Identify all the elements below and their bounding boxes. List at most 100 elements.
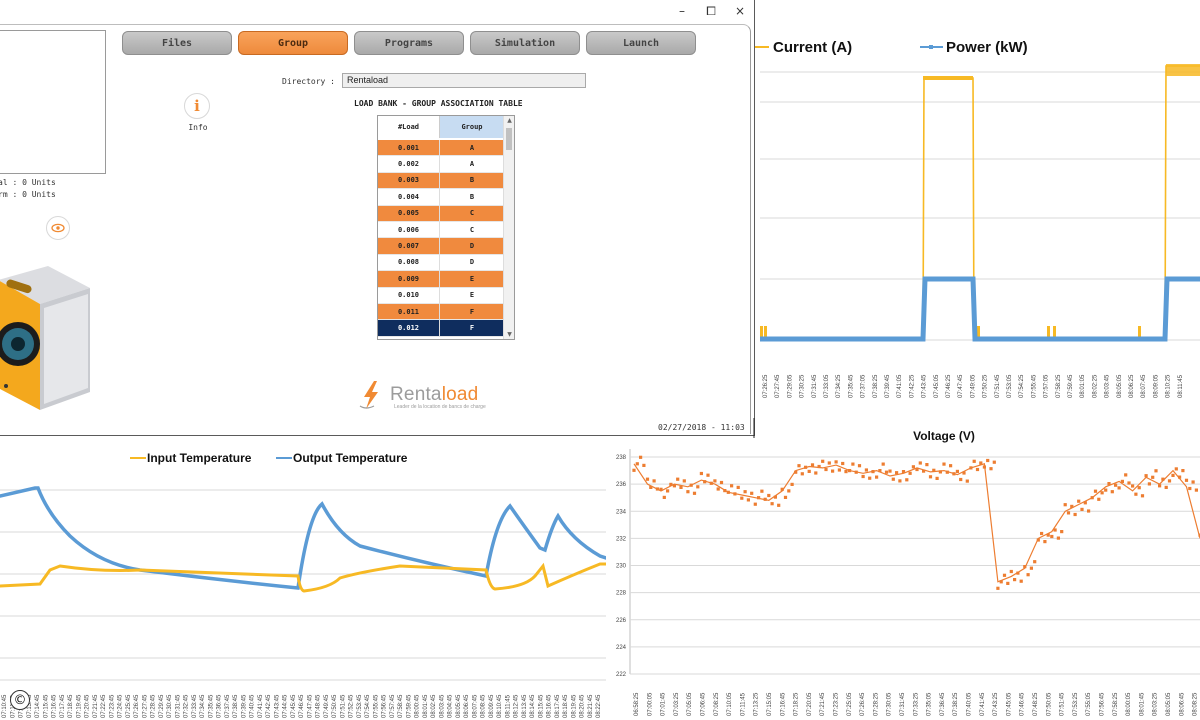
voltage-point bbox=[861, 474, 865, 479]
table-row[interactable]: 0.008 D bbox=[378, 254, 504, 272]
table-row[interactable]: 0.010 E bbox=[378, 287, 504, 304]
scroll-up-icon[interactable]: ▲ bbox=[507, 117, 512, 124]
x-tick-label: 07:58:25 bbox=[1113, 692, 1119, 716]
voltage-point bbox=[1178, 475, 1182, 479]
voltage-point bbox=[959, 477, 963, 482]
x-tick-label: 07:31:45 bbox=[812, 374, 818, 398]
table-row[interactable]: 0.001 A bbox=[378, 140, 504, 157]
voltage-point bbox=[780, 487, 784, 491]
tab-simulation[interactable]: Simulation bbox=[470, 31, 580, 55]
voltage-point bbox=[794, 470, 798, 474]
x-tick-label: 07:30:25 bbox=[800, 374, 806, 398]
x-tick-label: 07:59:45 bbox=[1068, 374, 1074, 398]
voltage-point bbox=[992, 460, 996, 464]
x-tick-label: 08:00:05 bbox=[1126, 692, 1132, 716]
group-cell: B bbox=[440, 189, 504, 206]
voltage-point bbox=[696, 485, 700, 489]
table-row[interactable]: 0.003 B bbox=[378, 172, 504, 190]
voltage-point bbox=[922, 469, 926, 473]
voltage-point bbox=[709, 481, 713, 485]
x-tick-label: 08:21:45 bbox=[588, 694, 594, 718]
table-row[interactable]: 0.012 F bbox=[378, 320, 504, 337]
x-tick-label: 08:06:25 bbox=[1129, 374, 1135, 398]
x-tick-label: 07:30:05 bbox=[887, 692, 893, 716]
voltage-point bbox=[1124, 473, 1128, 477]
voltage-point bbox=[1198, 533, 1200, 537]
voltage-point bbox=[753, 502, 757, 506]
column-header-load[interactable]: #Load bbox=[378, 116, 440, 138]
x-tick-label: 07:46:45 bbox=[1020, 692, 1026, 716]
x-tick-label: 07:26:45 bbox=[860, 692, 866, 716]
directory-input[interactable]: Rentaload bbox=[342, 73, 586, 88]
x-tick-label: 07:19:45 bbox=[76, 694, 82, 718]
voltage-point bbox=[746, 498, 750, 502]
tab-group[interactable]: Group bbox=[238, 31, 348, 55]
voltage-point bbox=[1100, 491, 1104, 495]
rentaload-logo: Rentaload Leader de la location de bancs… bbox=[356, 380, 486, 410]
voltage-point bbox=[1110, 490, 1114, 494]
load-id-cell: 0.001 bbox=[378, 140, 440, 157]
table-row[interactable]: 0.004 B bbox=[378, 189, 504, 206]
minimize-button[interactable]: – bbox=[679, 4, 685, 18]
voltage-point bbox=[857, 464, 862, 468]
voltage-point bbox=[1134, 492, 1138, 496]
close-button[interactable]: × bbox=[734, 4, 746, 18]
y-tick-label: 232 bbox=[616, 536, 627, 542]
x-tick-label: 07:31:45 bbox=[175, 694, 181, 718]
x-tick-label: 08:01:45 bbox=[1139, 692, 1145, 716]
x-tick-label: 07:33:05 bbox=[824, 374, 830, 398]
voltage-point bbox=[851, 462, 855, 466]
group-cell: F bbox=[440, 303, 504, 321]
load-bank-image bbox=[0, 266, 90, 410]
x-tick-label: 08:03:25 bbox=[1153, 692, 1159, 716]
x-tick-label: 07:51:45 bbox=[995, 374, 1001, 398]
maximize-button[interactable]: ⧠ bbox=[706, 3, 716, 18]
table-scrollbar[interactable]: ▲ ▼ bbox=[503, 116, 514, 339]
x-tick-label: 07:35:05 bbox=[927, 692, 933, 716]
table-row[interactable]: 0.009 E bbox=[378, 271, 504, 288]
x-tick-label: 08:18:45 bbox=[563, 694, 569, 718]
voltage-point bbox=[1127, 481, 1131, 485]
scroll-down-icon[interactable]: ▼ bbox=[507, 331, 512, 338]
voltage-point bbox=[1167, 479, 1172, 483]
tab-files[interactable]: Files bbox=[122, 31, 232, 55]
tab-programs[interactable]: Programs bbox=[354, 31, 464, 55]
table-row[interactable]: 0.002 A bbox=[378, 156, 504, 173]
voltage-point bbox=[848, 469, 852, 473]
x-tick-label: 07:58:45 bbox=[398, 694, 404, 718]
series-output-temperature bbox=[0, 486, 606, 590]
table-row[interactable]: 0.005 C bbox=[378, 205, 504, 222]
scrollbar-thumb[interactable] bbox=[506, 128, 512, 150]
legend-power: Power (kW) bbox=[946, 39, 1028, 56]
view-button[interactable] bbox=[46, 216, 70, 240]
voltage-point bbox=[639, 455, 643, 459]
x-tick-label: 07:21:45 bbox=[820, 692, 826, 716]
voltage-point bbox=[1036, 538, 1040, 542]
lightning-logo-icon bbox=[359, 381, 378, 409]
voltage-point bbox=[817, 464, 821, 469]
voltage-point bbox=[1073, 512, 1077, 517]
x-tick-label: 07:33:45 bbox=[192, 694, 198, 718]
info-button[interactable]: i bbox=[184, 93, 210, 119]
voltage-point bbox=[804, 465, 808, 469]
load-id-cell: 0.003 bbox=[378, 172, 440, 190]
x-tick-label: 07:51:45 bbox=[1060, 692, 1066, 716]
voltage-point bbox=[686, 490, 690, 494]
load-id-cell: 0.007 bbox=[378, 238, 440, 255]
table-row[interactable]: 0.007 D bbox=[378, 238, 504, 255]
voltage-point bbox=[895, 471, 899, 475]
voltage-point bbox=[969, 466, 973, 470]
x-tick-label: 07:01:45 bbox=[661, 692, 667, 716]
x-tick-label: 08:01:45 bbox=[423, 694, 429, 718]
table-row[interactable]: 0.011 F bbox=[378, 303, 504, 321]
chart-title: Voltage (V) bbox=[913, 429, 975, 443]
x-tick-label: 07:45:45 bbox=[291, 694, 297, 718]
table-row[interactable]: 0.006 C bbox=[378, 221, 504, 239]
tab-launch[interactable]: Launch bbox=[586, 31, 696, 55]
directory-label: Directory : bbox=[282, 77, 335, 86]
x-tick-label: 07:43:25 bbox=[993, 692, 999, 716]
voltage-point bbox=[723, 489, 727, 493]
x-tick-label: 07:31:45 bbox=[900, 692, 906, 716]
x-tick-label: 07:44:45 bbox=[283, 694, 289, 718]
column-header-group[interactable]: Group bbox=[440, 116, 504, 138]
